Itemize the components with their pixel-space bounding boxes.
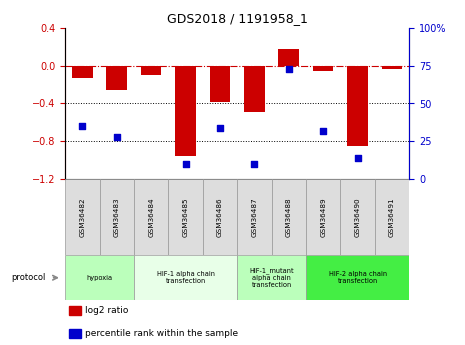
Text: GSM36486: GSM36486 xyxy=(217,198,223,237)
Bar xyxy=(134,179,168,255)
Text: GSM36484: GSM36484 xyxy=(148,198,154,237)
Bar xyxy=(279,49,299,66)
Bar xyxy=(244,66,265,112)
Bar xyxy=(306,179,340,255)
Point xyxy=(182,161,189,167)
Point xyxy=(216,125,224,130)
Text: GSM36488: GSM36488 xyxy=(286,198,292,237)
Bar xyxy=(203,179,237,255)
Text: percentile rank within the sample: percentile rank within the sample xyxy=(85,329,238,338)
Point xyxy=(251,161,258,167)
Text: GSM36487: GSM36487 xyxy=(252,198,257,237)
Text: HIF-1_mutant
alpha chain
transfection: HIF-1_mutant alpha chain transfection xyxy=(249,267,294,288)
Text: protocol: protocol xyxy=(12,273,46,282)
Text: HIF-2 alpha chain
transfection: HIF-2 alpha chain transfection xyxy=(328,271,386,284)
Text: GSM36483: GSM36483 xyxy=(114,198,120,237)
Bar xyxy=(237,255,306,300)
Bar xyxy=(168,179,203,255)
Bar xyxy=(313,66,333,71)
Bar xyxy=(175,66,196,156)
Bar xyxy=(382,66,402,69)
Point xyxy=(319,128,327,134)
Bar xyxy=(65,255,134,300)
Point xyxy=(113,134,120,140)
Text: GSM36489: GSM36489 xyxy=(320,198,326,237)
Bar xyxy=(68,329,80,338)
Text: HIF-1 alpha chain
transfection: HIF-1 alpha chain transfection xyxy=(157,271,214,284)
Bar xyxy=(340,179,375,255)
Bar xyxy=(375,179,409,255)
Bar xyxy=(72,66,93,78)
Point xyxy=(354,155,361,161)
Text: GSM36485: GSM36485 xyxy=(183,198,188,237)
Bar xyxy=(347,66,368,146)
Bar xyxy=(306,255,409,300)
Text: GSM36482: GSM36482 xyxy=(80,198,85,237)
Bar xyxy=(106,66,127,90)
Bar xyxy=(141,66,161,75)
Point xyxy=(79,124,86,129)
Bar xyxy=(210,66,230,101)
Text: GSM36491: GSM36491 xyxy=(389,198,395,237)
Bar xyxy=(134,255,237,300)
Bar xyxy=(65,179,100,255)
Text: GSM36490: GSM36490 xyxy=(355,198,360,237)
Bar xyxy=(272,179,306,255)
Title: GDS2018 / 1191958_1: GDS2018 / 1191958_1 xyxy=(167,12,307,25)
Text: log2 ratio: log2 ratio xyxy=(85,306,128,315)
Point xyxy=(285,66,292,71)
Bar xyxy=(100,179,134,255)
Bar xyxy=(68,306,80,315)
Text: hypoxia: hypoxia xyxy=(86,275,113,281)
Bar xyxy=(237,179,272,255)
